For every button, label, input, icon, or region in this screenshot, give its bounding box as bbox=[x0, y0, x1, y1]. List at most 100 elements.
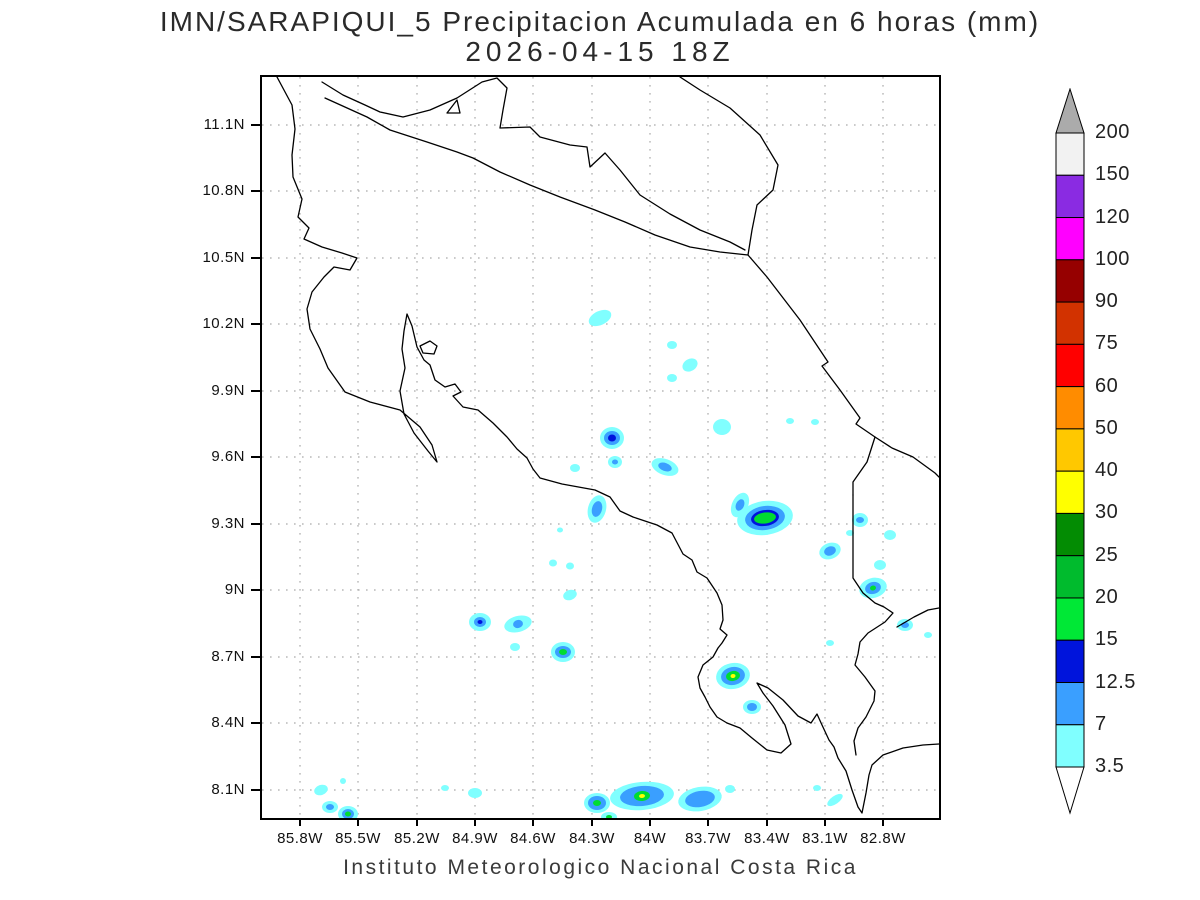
precip-blob bbox=[667, 374, 677, 382]
precip-blob bbox=[563, 589, 577, 601]
y-tick-mark bbox=[251, 456, 260, 458]
precip-blob bbox=[924, 632, 932, 638]
y-tick-mark bbox=[251, 124, 260, 126]
x-tick-label: 83.1W bbox=[802, 830, 848, 847]
colorbar-label: 90 bbox=[1095, 290, 1119, 313]
colorbar-label: 7 bbox=[1095, 712, 1107, 735]
x-tick-label: 85.8W bbox=[277, 830, 323, 847]
y-tick-mark bbox=[251, 789, 260, 791]
colorbar-label: 60 bbox=[1095, 374, 1119, 397]
x-tick-mark bbox=[299, 818, 301, 826]
precip-blob bbox=[682, 358, 698, 372]
x-tick-mark bbox=[591, 818, 593, 826]
x-tick-label: 85.5W bbox=[335, 830, 381, 847]
x-tick-label: 84.6W bbox=[510, 830, 556, 847]
precip-blob bbox=[811, 419, 819, 425]
colorbar-legend: 200 150 120 100 90 75 60 50 40 30 25 20 15 12.5 7 3.5 bbox=[1055, 88, 1175, 848]
y-tick-label: 10.2N bbox=[202, 315, 245, 332]
y-tick-mark bbox=[251, 656, 260, 658]
colorbar-label: 75 bbox=[1095, 332, 1119, 355]
precip-blob bbox=[549, 559, 557, 567]
y-tick-label: 11.1N bbox=[203, 116, 245, 133]
colorbar-cell bbox=[1055, 639, 1085, 684]
precip-blob bbox=[735, 499, 745, 511]
precip-blob bbox=[510, 643, 520, 651]
y-tick-mark bbox=[251, 589, 260, 591]
colorbar-cell bbox=[1055, 428, 1085, 472]
colorbar-label: 20 bbox=[1095, 585, 1119, 608]
precip-blob bbox=[884, 530, 896, 540]
precip-blob bbox=[593, 800, 601, 806]
colorbar-label: 120 bbox=[1095, 205, 1130, 228]
precip-blob bbox=[747, 703, 757, 711]
footer-caption: Instituto Meteorologico Nacional Costa R… bbox=[343, 856, 858, 879]
y-tick-label: 9.3N bbox=[211, 515, 245, 532]
colorbar-label: 100 bbox=[1095, 247, 1130, 270]
lake-nicaragua-shore bbox=[321, 77, 746, 251]
y-tick-mark bbox=[251, 722, 260, 724]
precip-blob bbox=[588, 309, 612, 327]
colorbar-cell bbox=[1055, 343, 1085, 388]
precip-blob bbox=[477, 620, 483, 624]
panama-border bbox=[852, 494, 894, 756]
precip-blob bbox=[608, 434, 616, 442]
page-subtitle: 2026-04-15 18Z bbox=[465, 36, 735, 67]
precip-blob bbox=[730, 673, 736, 679]
y-tick-mark bbox=[251, 390, 260, 392]
colorbar-label: 12.5 bbox=[1095, 670, 1136, 693]
precip-blob bbox=[827, 793, 843, 807]
colorbar-cell bbox=[1055, 386, 1085, 430]
colorbar bbox=[1055, 88, 1085, 815]
precip-blob bbox=[713, 419, 731, 435]
x-tick-mark bbox=[532, 818, 534, 826]
y-tick-label: 10.5N bbox=[202, 249, 245, 266]
x-tick-mark bbox=[474, 818, 476, 826]
colorbar-label: 150 bbox=[1095, 163, 1130, 186]
x-tick-label: 84.9W bbox=[452, 830, 498, 847]
x-tick-mark bbox=[882, 818, 884, 826]
x-tick-mark bbox=[824, 818, 826, 826]
colorbar-label: 15 bbox=[1095, 628, 1119, 651]
x-tick-label: 82.8W bbox=[860, 830, 906, 847]
y-tick-mark bbox=[251, 523, 260, 525]
colorbar-cell bbox=[1055, 301, 1085, 345]
x-tick-mark bbox=[649, 818, 651, 826]
precip-blob bbox=[813, 785, 821, 791]
precip-blob bbox=[345, 811, 351, 817]
precip-blob bbox=[612, 459, 618, 465]
precip-blob bbox=[566, 562, 574, 570]
colorbar-cell bbox=[1055, 132, 1085, 176]
colorbar-cell bbox=[1055, 259, 1085, 303]
colorbar-label: 3.5 bbox=[1095, 755, 1125, 778]
colorbar-label: 25 bbox=[1095, 543, 1119, 566]
colorbar-label: 40 bbox=[1095, 459, 1119, 482]
precip-blob bbox=[441, 785, 449, 791]
precip-blob bbox=[870, 585, 876, 591]
precip-blob bbox=[591, 501, 603, 517]
precip-blob bbox=[685, 790, 715, 808]
precip-blob bbox=[639, 793, 645, 799]
y-tick-label: 8.7N bbox=[211, 648, 245, 665]
x-tick-label: 83.4W bbox=[744, 830, 790, 847]
pacific-coast bbox=[276, 77, 939, 814]
bocas-coast bbox=[896, 607, 939, 628]
y-tick-label: 9.6N bbox=[211, 448, 245, 465]
precip-blob bbox=[846, 530, 854, 536]
colorbar-cell bbox=[1055, 555, 1085, 599]
ometepe-island bbox=[446, 99, 461, 114]
colorbar-cell bbox=[1055, 217, 1085, 261]
x-tick-label: 84.3W bbox=[569, 830, 615, 847]
map-panel bbox=[260, 75, 941, 820]
y-tick-mark bbox=[251, 323, 260, 325]
colorbar-cell bbox=[1055, 174, 1085, 219]
y-tick-label: 10.8N bbox=[202, 182, 245, 199]
precip-blob bbox=[468, 788, 482, 798]
precip-blob bbox=[856, 517, 864, 523]
x-tick-label: 83.7W bbox=[685, 830, 731, 847]
colorbar-cell bbox=[1055, 682, 1085, 726]
precip-blob bbox=[667, 341, 677, 349]
colorbar-cell bbox=[1055, 512, 1085, 557]
precip-blob bbox=[786, 418, 794, 424]
precip-blob bbox=[513, 619, 523, 629]
